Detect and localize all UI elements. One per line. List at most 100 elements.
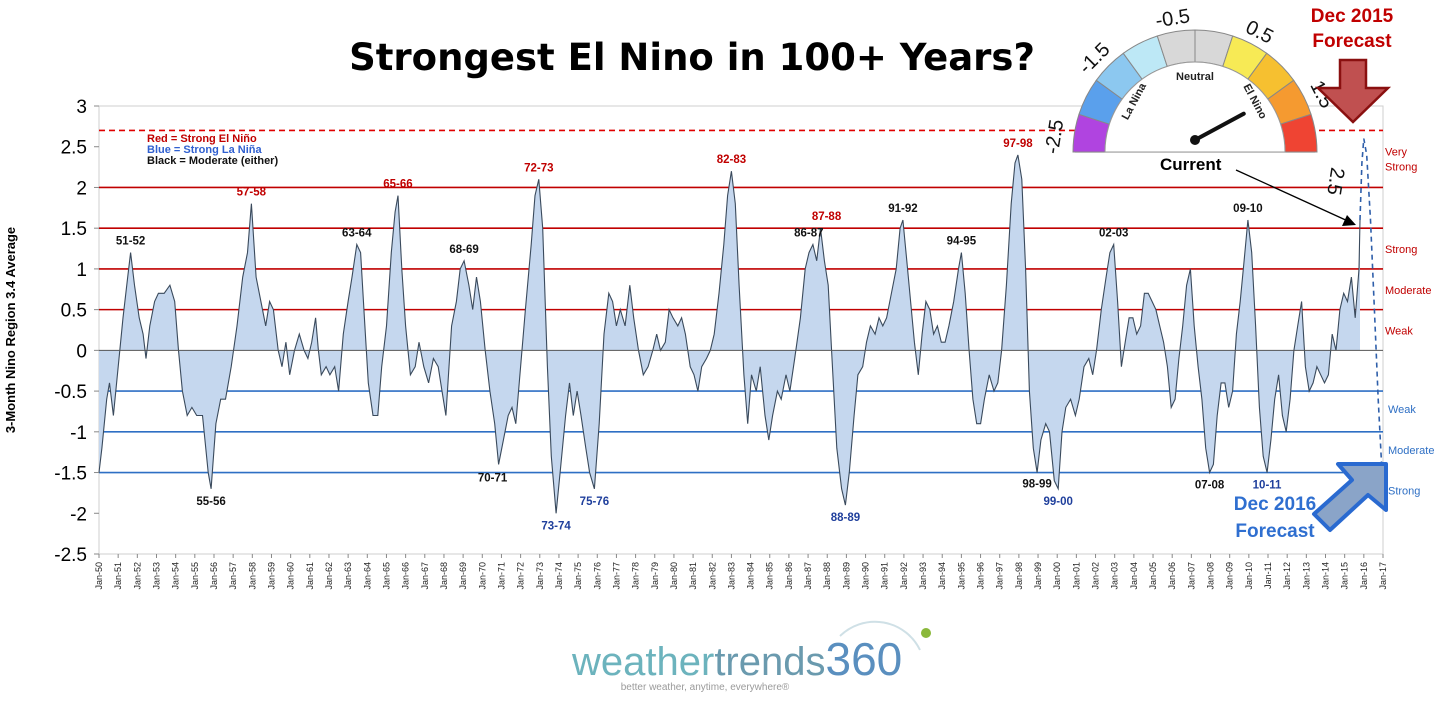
event-label: 65-66 [383, 179, 412, 191]
y-tick-label: -0.5 [54, 382, 87, 403]
x-tick-label: Jan-66 [401, 562, 411, 590]
event-label: 73-74 [541, 520, 571, 532]
x-tick-label: Jan-53 [151, 562, 161, 590]
x-tick-label: Jan-73 [535, 562, 545, 590]
y-tick-label: -2 [70, 504, 87, 525]
x-tick-label: Jan-63 [343, 562, 353, 590]
x-tick-label: Jan-58 [247, 562, 257, 590]
axes: 3 2.5 2 1.5 1 0.5 0 -0.5 -1 -1.5 -2 -2.5 3-Month Nin… [3, 97, 1388, 590]
x-tick-label: Jan-97 [995, 562, 1005, 590]
gauge-needle [1193, 111, 1246, 142]
bottom-forecast-arrow [1312, 462, 1388, 532]
la-nina-threshold-label: Moderate [1388, 445, 1434, 457]
x-tick-label: Jan-85 [765, 562, 775, 590]
x-tick-label: Jan-79 [650, 562, 660, 590]
bottom-forecast-label: Forecast [1235, 521, 1315, 542]
x-tick-label: Jan-69 [458, 562, 468, 590]
x-tick-label: Jan-62 [324, 562, 334, 590]
event-label: 72-73 [524, 162, 553, 174]
event-label: 88-89 [831, 512, 860, 524]
legend-entry: Black = Moderate (either) [147, 155, 278, 167]
x-tick-label: Jan-05 [1148, 562, 1158, 590]
x-tick-label: Jan-94 [937, 562, 947, 590]
x-tick-label: Jan-61 [305, 562, 315, 590]
y-tick-label: -1.5 [54, 464, 87, 485]
top-forecast-arrow [1314, 58, 1392, 124]
x-tick-label: Jan-59 [266, 562, 276, 590]
x-tick-label: Jan-99 [1033, 562, 1043, 590]
top-forecast-label: Dec 2015 [1311, 6, 1394, 27]
x-tick-label: Jan-52 [132, 562, 142, 590]
current-arrow-head [1342, 215, 1356, 226]
x-tick-label: Jan-93 [918, 562, 928, 590]
x-tick-label: Jan-13 [1301, 562, 1311, 590]
el-nino-threshold-label: Very [1385, 146, 1408, 158]
logo-wordmark: weathertrends360 [571, 633, 902, 685]
y-tick-label: 1 [76, 260, 87, 281]
x-tick-label: Jan-51 [113, 562, 123, 590]
x-tick-label: Jan-90 [861, 562, 871, 590]
y-tick-label: 2 [76, 178, 87, 199]
x-tick-label: Jan-06 [1167, 562, 1177, 590]
event-label: 94-95 [947, 236, 977, 248]
x-tick-label: Jan-55 [190, 562, 200, 590]
y-tick-label: 0.5 [61, 301, 87, 322]
el-nino-threshold-label: Moderate [1385, 285, 1431, 297]
logo-swoosh [839, 620, 921, 651]
y-tick-label: 2.5 [61, 138, 87, 159]
event-labels: 51-52 55-56 57-58 63-64 65-66 68-69 70-71 72-73… [116, 138, 1282, 532]
x-tick-label: Jan-76 [592, 562, 602, 590]
bottom-forecast-label: Dec 2016 [1234, 494, 1316, 515]
x-tick-label: Jan-81 [688, 562, 698, 590]
x-tick-label: Jan-67 [420, 562, 430, 590]
x-tick-label: Jan-78 [631, 562, 641, 590]
event-label: 99-00 [1043, 496, 1072, 508]
x-tick-label: Jan-91 [880, 562, 890, 590]
x-tick-label: Jan-04 [1129, 562, 1139, 590]
x-tick-label: Jan-74 [554, 562, 564, 590]
x-tick-label: Jan-84 [746, 562, 756, 590]
x-tick-label: Jan-86 [784, 562, 794, 590]
x-tick-label: Jan-72 [516, 562, 526, 590]
event-label: 09-10 [1233, 203, 1262, 215]
y-tick-label: -1 [70, 423, 87, 444]
gauge-needle-hub [1190, 135, 1200, 145]
logo-dot [921, 628, 931, 638]
x-tick-label: Jan-70 [477, 562, 487, 590]
el-nino-threshold-label: Weak [1385, 326, 1413, 338]
gauge-tick-label: 2.5 [1322, 166, 1348, 197]
x-tick-label: Jan-16 [1359, 562, 1369, 590]
la-nina-threshold-label: Weak [1388, 404, 1416, 416]
x-tick-label: Jan-01 [1071, 562, 1081, 590]
top-forecast-label: Forecast [1312, 31, 1392, 52]
event-label: 10-11 [1253, 480, 1282, 492]
x-tick-label: Jan-12 [1282, 562, 1292, 590]
x-tick-label: Jan-96 [976, 562, 986, 590]
anomaly-fill [99, 154, 1360, 514]
y-tick-label: -2.5 [54, 545, 87, 566]
x-tick-label: Jan-00 [1052, 562, 1062, 590]
forecast-line [1359, 138, 1383, 473]
anomaly-line [98, 154, 1361, 514]
event-label: 07-08 [1195, 480, 1225, 492]
event-label: 82-83 [717, 154, 746, 166]
y-tick-label: 1.5 [61, 219, 87, 240]
x-tick-label: Jan-02 [1091, 562, 1101, 590]
x-tick-label: Jan-88 [822, 562, 832, 590]
x-tick-label: Jan-60 [286, 562, 296, 590]
gauge-tick-label: -0.5 [1154, 5, 1191, 32]
x-tick-label: Jan-17 [1378, 562, 1388, 590]
event-label: 98-99 [1022, 479, 1051, 491]
x-tick-label: Jan-71 [496, 562, 506, 590]
event-label: 55-56 [196, 496, 225, 508]
chart-title: Strongest El Nino in 100+ Years? [349, 36, 1035, 79]
legend-entry: Blue = Strong La Niña [147, 144, 262, 156]
forecast-annotations: Dec 2015 Forecast Dec 2016 Forecast [1234, 6, 1394, 542]
event-label: 63-64 [342, 227, 372, 239]
gauge-tick-label: -2.5 [1041, 118, 1068, 155]
y-tick-label: 0 [76, 341, 87, 362]
x-tick-label: Jan-77 [611, 562, 621, 590]
